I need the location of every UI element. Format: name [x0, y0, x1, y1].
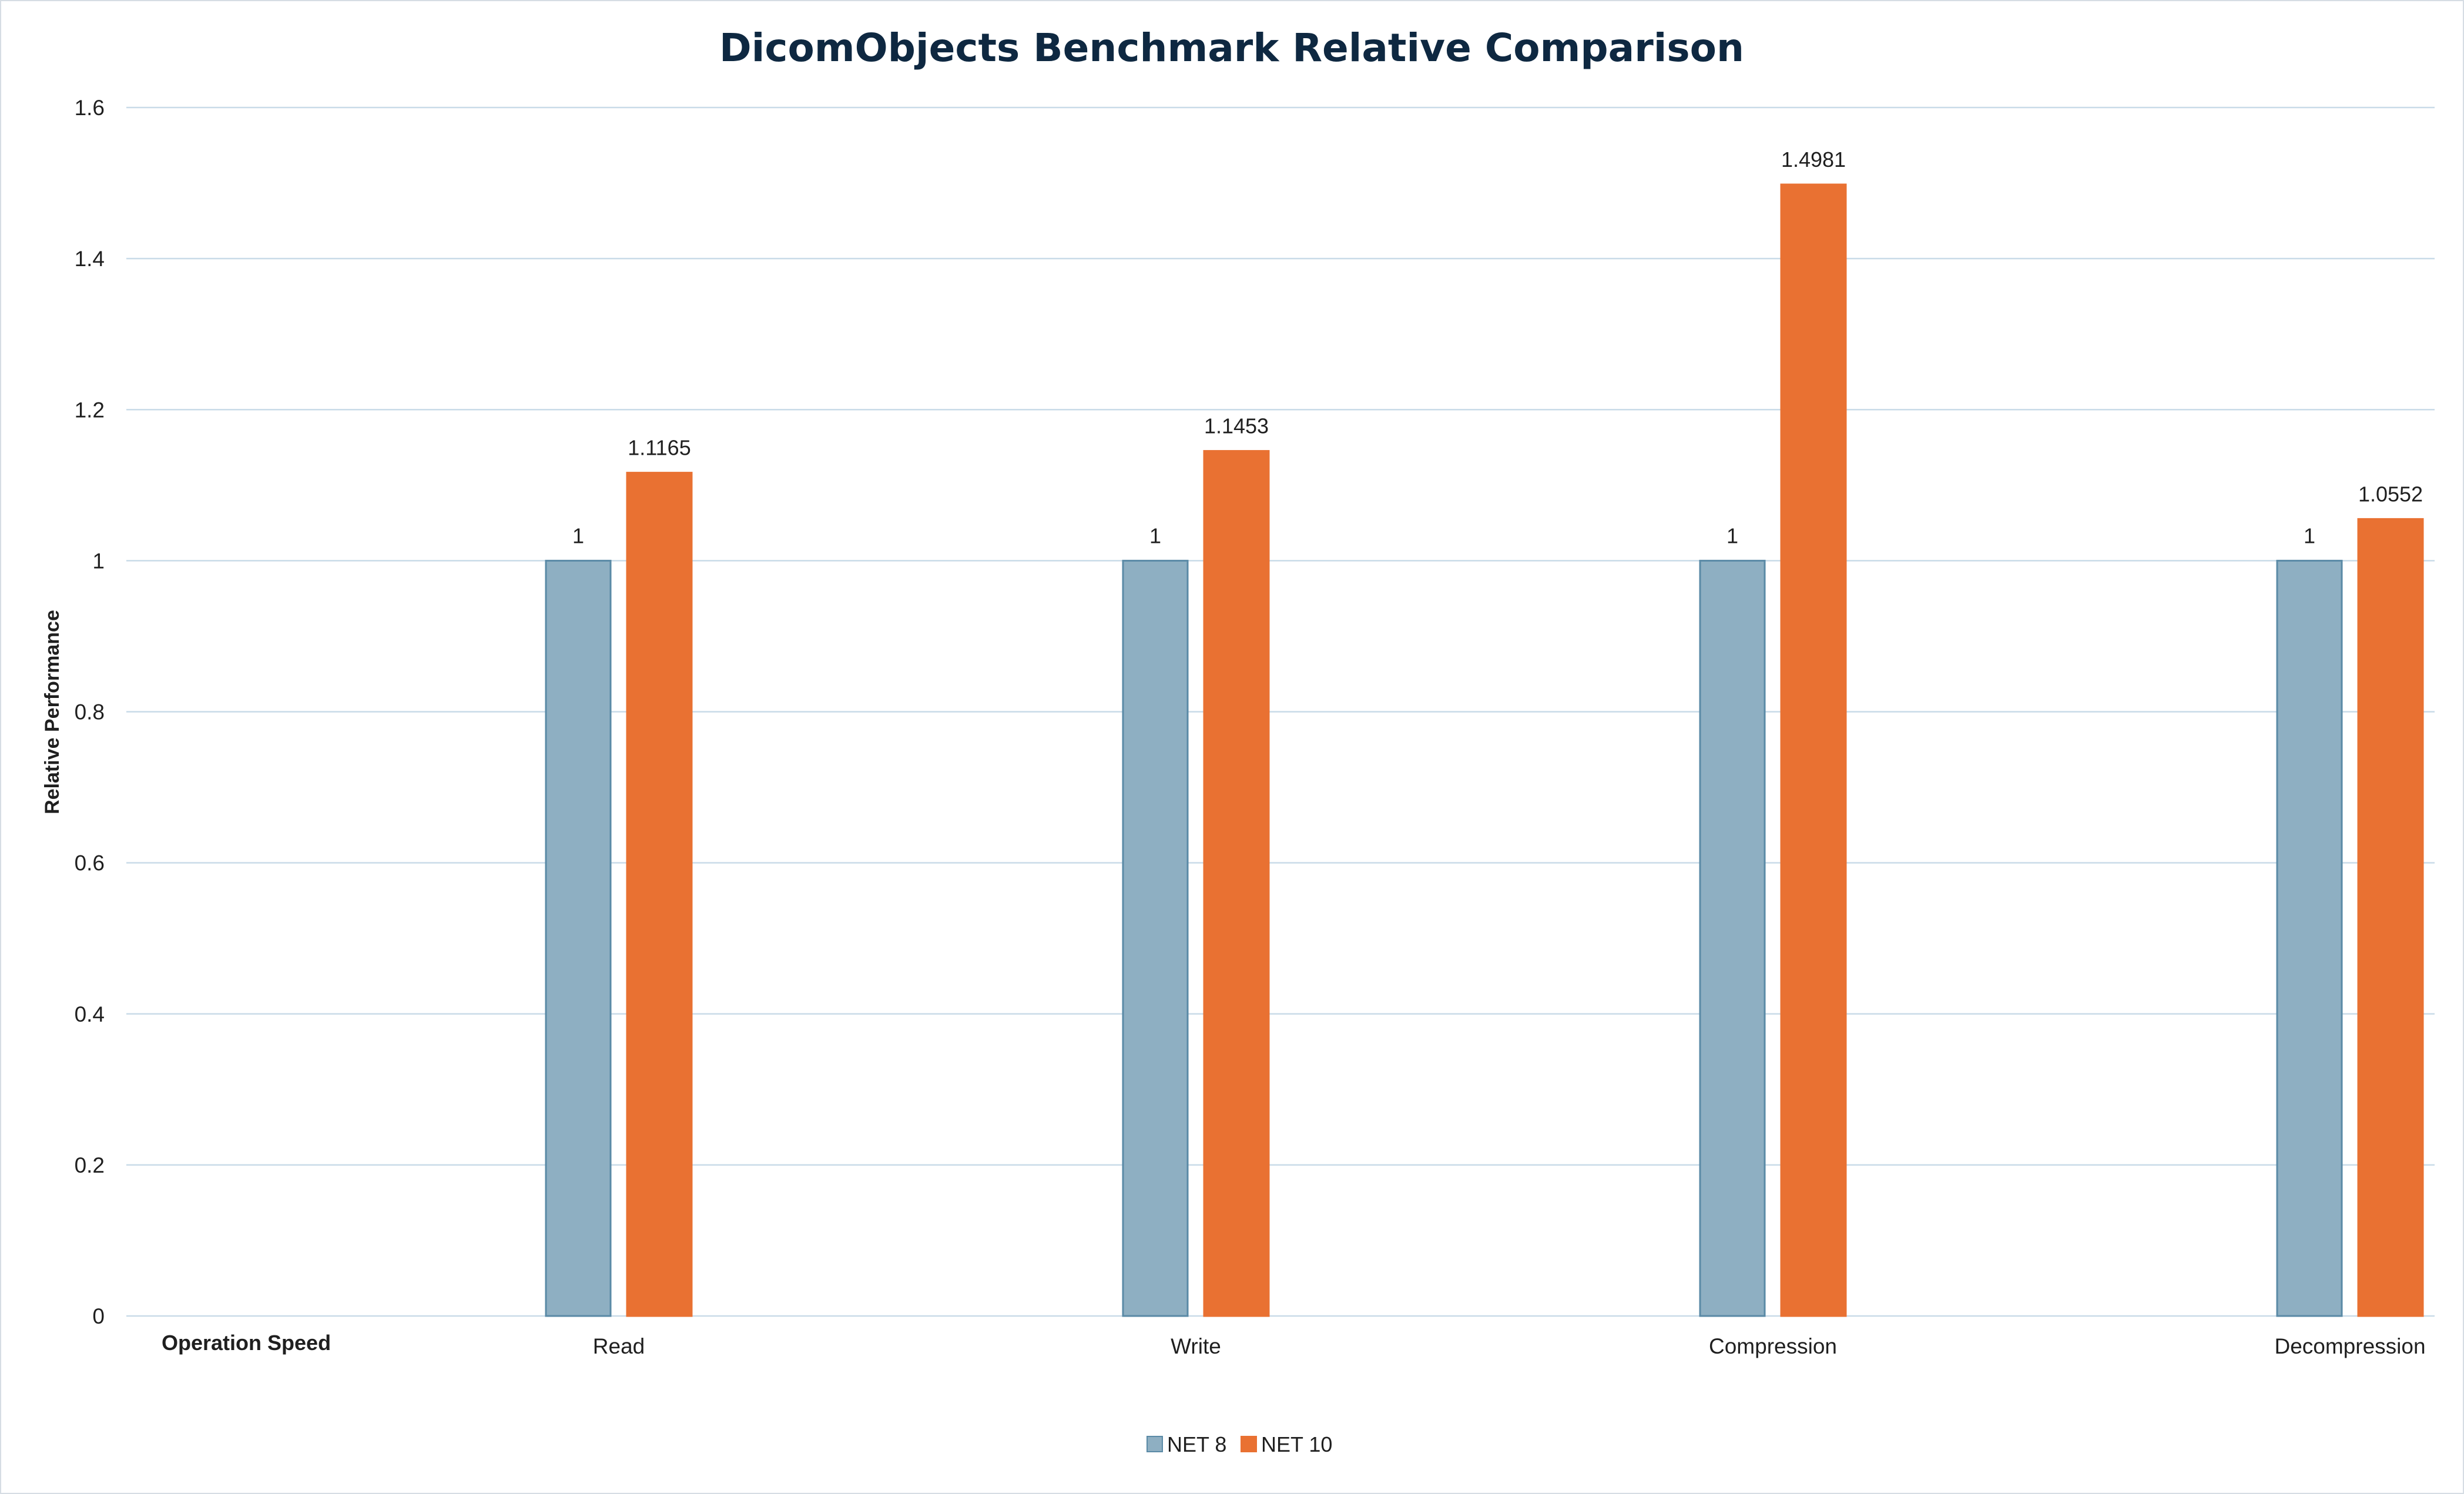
y-tick-label: 0 [92, 1304, 105, 1328]
data-label: 1.4981 [1781, 147, 1846, 172]
gridlines [126, 106, 2435, 1317]
data-label: 1 [2304, 523, 2315, 548]
y-tick-label: 0.4 [75, 1002, 105, 1026]
x-tick-label: Read [593, 1334, 645, 1358]
y-tick-label: 1.6 [75, 96, 105, 120]
x-tick-label: Compression [1709, 1334, 1837, 1358]
data-label: 1.0552 [2358, 482, 2423, 506]
data-label: 1 [1149, 523, 1161, 548]
data-labels: 1 1.1165 1 1.1453 1 1.4981 1 1.0552 [572, 147, 2423, 548]
bar-net-8-compression [1699, 559, 1766, 1317]
legend: NET 8 NET 10 [1146, 1432, 1332, 1456]
bar-net-8-read [545, 559, 612, 1317]
y-tick-label: 0.8 [75, 700, 105, 724]
chart-title: DicomObjects Benchmark Relative Comparis… [719, 25, 1744, 70]
legend-swatch [1241, 1436, 1257, 1452]
bar-net-10-write [1203, 450, 1270, 1317]
bar-net-10-decompression [2357, 518, 2424, 1317]
data-label: 1 [572, 523, 584, 548]
legend-swatch [1146, 1436, 1163, 1452]
y-tick-label: 1.4 [75, 247, 105, 271]
data-label: 1.1165 [628, 436, 690, 460]
bars [545, 183, 2424, 1317]
x-axis-ticks: Read Write Compression Decompression [593, 1334, 2426, 1358]
y-tick-label: 1.2 [75, 398, 105, 422]
y-tick-label: 1 [92, 549, 105, 573]
x-axis-title: Operation Speed [162, 1331, 331, 1355]
y-axis-ticks: 0 0.2 0.4 0.6 0.8 1 1.2 1.4 1.6 [75, 96, 105, 1328]
bar-net-8-write [1122, 559, 1189, 1317]
y-axis-title: Relative Performance [41, 610, 63, 814]
data-label: 1.1453 [1204, 414, 1269, 438]
x-tick-label: Decompression [2274, 1334, 2425, 1358]
bar-net-10-compression [1780, 183, 1847, 1317]
y-tick-label: 0.6 [75, 851, 105, 875]
bar-net-8-decompression [2276, 559, 2343, 1317]
x-tick-label: Write [1171, 1334, 1221, 1358]
bar-net-10-read [626, 472, 693, 1317]
y-tick-label: 0.2 [75, 1153, 105, 1177]
legend-label: NET 8 [1167, 1432, 1226, 1456]
legend-label: NET 10 [1261, 1432, 1332, 1456]
data-label: 1 [1727, 523, 1738, 548]
